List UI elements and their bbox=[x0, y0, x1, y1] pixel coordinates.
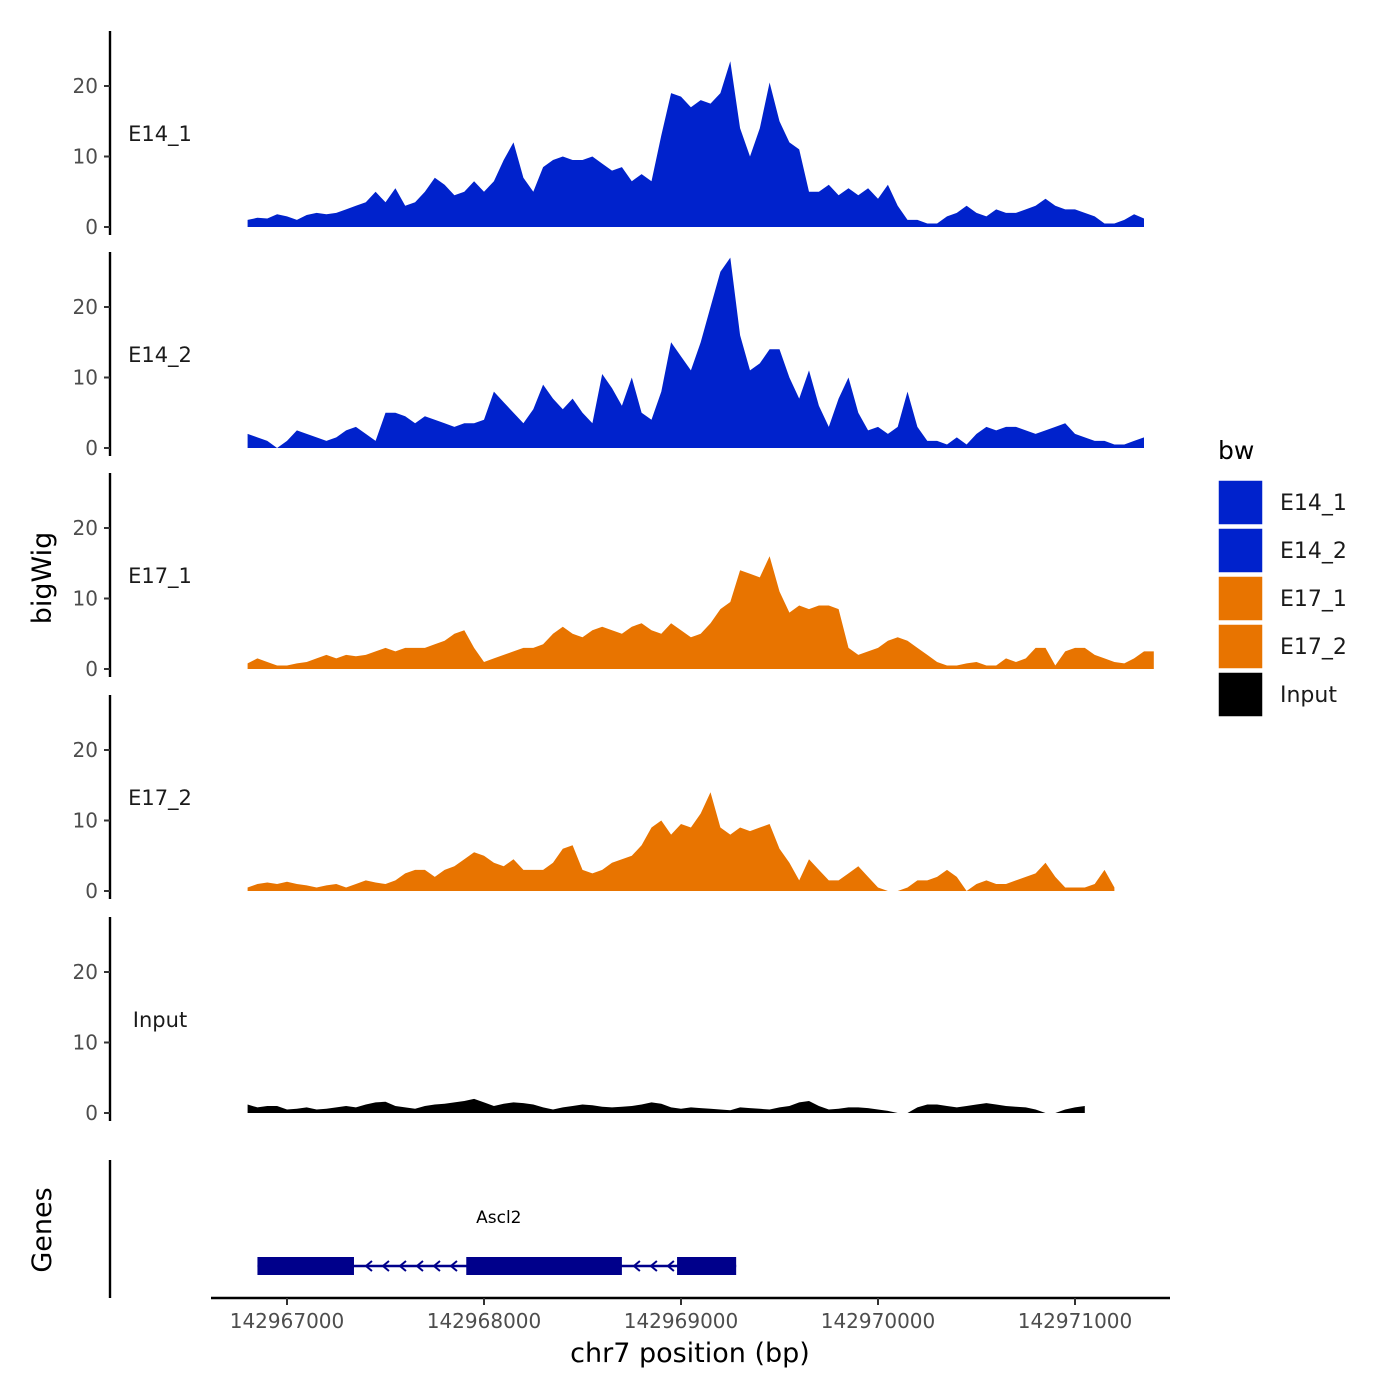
legend-label: Input bbox=[1280, 683, 1337, 708]
gene-exon bbox=[677, 1257, 737, 1275]
track-E17_1: 0 10 20 E17_1 bbox=[73, 473, 1154, 681]
signal-area-E14_2 bbox=[247, 257, 1145, 448]
y-tick-label: 0 bbox=[85, 436, 98, 460]
track-label-E14_1: E14_1 bbox=[128, 122, 192, 147]
legend-item-E14_1: E14_1 bbox=[1217, 479, 1347, 526]
track-label-E14_2: E14_2 bbox=[128, 343, 192, 368]
x-axis-title: chr7 position (bp) bbox=[570, 1338, 810, 1369]
gene-strand-arrow bbox=[398, 1260, 407, 1272]
signal-area-E14_1 bbox=[247, 61, 1145, 227]
gene-strand-arrow bbox=[649, 1260, 658, 1272]
signal-tracks: 0 10 20 E14_1 0 10 20 E14_2 0 10 20 E17_1 0 10 20 E17_2… bbox=[73, 31, 1154, 1125]
y-axis-title-bigwig: bigWig bbox=[27, 532, 58, 625]
y-tick-label: 10 bbox=[73, 145, 98, 169]
track-E14_1: 0 10 20 E14_1 bbox=[73, 31, 1145, 239]
legend-swatch bbox=[1217, 575, 1264, 622]
legend-label: E17_2 bbox=[1280, 635, 1347, 660]
gene-strand-arrow bbox=[449, 1260, 458, 1272]
gene-strand-arrow bbox=[632, 1260, 641, 1272]
gene-Ascl2: Ascl2 bbox=[257, 1208, 737, 1275]
gene-strand-arrow bbox=[432, 1260, 441, 1272]
y-axis-title-genes: Genes bbox=[27, 1187, 58, 1272]
signal-area-E17_2 bbox=[247, 792, 1115, 891]
y-tick-label: 20 bbox=[73, 516, 98, 540]
gene-label-Ascl2: Ascl2 bbox=[476, 1208, 521, 1228]
gene-strand-arrow bbox=[666, 1260, 675, 1272]
y-tick-label: 10 bbox=[73, 809, 98, 833]
y-tick-label: 0 bbox=[85, 879, 98, 903]
track-label-E17_2: E17_2 bbox=[128, 786, 192, 811]
legend-item-Input: Input bbox=[1217, 671, 1337, 718]
gene-strand-arrow bbox=[381, 1260, 390, 1272]
legend-swatch bbox=[1217, 623, 1264, 670]
genes-panel: Ascl2 bbox=[108, 1160, 737, 1298]
legend-label: E17_1 bbox=[1280, 587, 1347, 612]
legend-item-E14_2: E14_2 bbox=[1217, 527, 1347, 574]
y-tick-label: 20 bbox=[73, 74, 98, 98]
track-label-Input: Input bbox=[133, 1008, 187, 1032]
x-tick-label: 142970000 bbox=[821, 1309, 936, 1333]
gene-strand-arrow bbox=[415, 1260, 424, 1272]
track-E17_2: 0 10 20 E17_2 bbox=[73, 695, 1115, 903]
legend-swatch bbox=[1217, 479, 1264, 526]
gene-exon bbox=[466, 1257, 622, 1275]
signal-area-E17_1 bbox=[247, 556, 1154, 669]
y-tick-label: 10 bbox=[73, 1031, 98, 1055]
y-tick-label: 0 bbox=[85, 215, 98, 239]
legend: bw E14_1 E14_2 E17_1 E17_2 Input bbox=[1217, 436, 1347, 718]
x-tick-label: 142971000 bbox=[1018, 1309, 1133, 1333]
x-tick-label: 142968000 bbox=[427, 1309, 542, 1333]
legend-item-E17_2: E17_2 bbox=[1217, 623, 1347, 670]
y-tick-label: 0 bbox=[85, 657, 98, 681]
y-tick-label: 10 bbox=[73, 587, 98, 611]
track-Input: 0 10 20 Input bbox=[73, 917, 1085, 1125]
legend-swatch bbox=[1217, 527, 1264, 574]
track-label-E17_1: E17_1 bbox=[128, 564, 192, 589]
gene-exon bbox=[257, 1257, 354, 1275]
y-tick-label: 20 bbox=[73, 738, 98, 762]
y-tick-label: 20 bbox=[73, 960, 98, 984]
gene-strand-arrow bbox=[364, 1260, 373, 1272]
legend-label: E14_2 bbox=[1280, 539, 1347, 564]
y-tick-label: 0 bbox=[85, 1101, 98, 1125]
x-tick-label: 142967000 bbox=[230, 1309, 345, 1333]
y-tick-label: 20 bbox=[73, 295, 98, 319]
x-axis: 142967000 142968000 142969000 142970000 1429… bbox=[211, 1296, 1170, 1333]
legend-title: bw bbox=[1218, 436, 1254, 465]
legend-swatch bbox=[1217, 671, 1264, 718]
y-tick-label: 10 bbox=[73, 366, 98, 390]
legend-label: E14_1 bbox=[1280, 491, 1347, 516]
signal-area-Input bbox=[247, 1098, 1085, 1113]
x-tick-label: 142969000 bbox=[624, 1309, 739, 1333]
legend-item-E17_1: E17_1 bbox=[1217, 575, 1347, 622]
track-E14_2: 0 10 20 E14_2 bbox=[73, 252, 1145, 460]
